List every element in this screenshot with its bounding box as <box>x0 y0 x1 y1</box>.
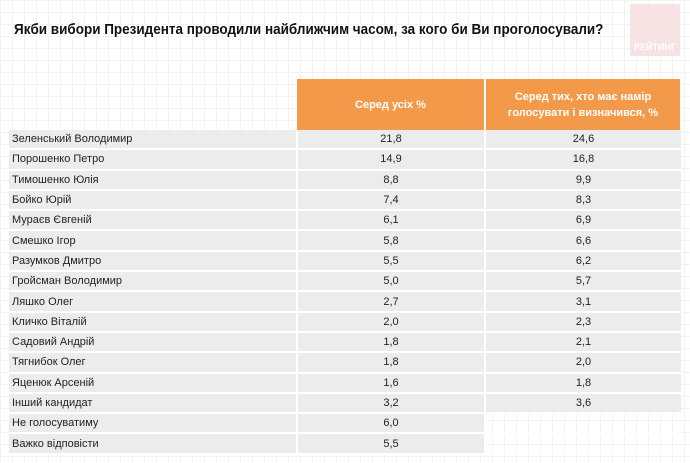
value-all: 1,8 <box>296 331 485 354</box>
value-decided: 5,7 <box>484 271 681 293</box>
value-decided: 9,9 <box>484 169 681 191</box>
value-decided: 24,6 <box>484 130 681 151</box>
value-all: 21,8 <box>296 130 485 151</box>
table-row: Інший кандидат 3,2 3,6 <box>9 392 681 415</box>
table-row: Порошенко Петро 14,9 16,8 <box>9 149 681 171</box>
value-decided: 3,6 <box>484 392 681 415</box>
table-row: Зеленський Володимир 21,8 24,6 <box>9 130 681 151</box>
table-row: Кличко Віталій 2,0 2,3 <box>9 311 681 333</box>
value-decided: 2,0 <box>484 352 681 374</box>
table-row: Гройсман Володимир 5,0 5,7 <box>9 271 681 293</box>
candidate-name: Важко відповісти <box>9 433 297 455</box>
candidate-name: Ляшко Олег <box>9 291 297 313</box>
candidate-name: Порошенко Петро <box>9 149 297 171</box>
candidate-name: Садовий Андрій <box>9 331 297 354</box>
logo-text: РЕЙТИНГ <box>633 42 677 52</box>
table-row: Садовий Андрій 1,8 2,1 <box>9 331 681 354</box>
value-decided: 6,2 <box>484 250 681 273</box>
poll-table: Серед усіх % Серед тих, хто має намір го… <box>9 79 682 455</box>
table-header: Серед усіх % Серед тих, хто має намір го… <box>9 79 682 130</box>
candidate-name: Бойко Юрій <box>9 189 297 212</box>
table-row: Смешко Ігор 5,8 6,6 <box>9 230 681 252</box>
table-row: Тягнибок Олег 1,8 2,0 <box>9 352 681 374</box>
value-all: 8,8 <box>296 169 485 191</box>
value-all: 1,6 <box>296 372 485 394</box>
value-all: 6,0 <box>296 413 485 435</box>
table-row: Не голосуватиму 6,0 <box>9 413 681 435</box>
value-all: 5,8 <box>296 230 485 252</box>
candidate-name: Гройсман Володимир <box>9 271 297 293</box>
value-all: 5,5 <box>296 433 485 455</box>
value-all: 5,0 <box>296 271 485 293</box>
header-blank <box>9 79 297 130</box>
candidate-name: Інший кандидат <box>9 392 297 415</box>
value-all: 7,4 <box>296 189 485 212</box>
candidate-name: Яценюк Арсеній <box>9 372 297 394</box>
page-title: Якби вибори Президента проводили найближ… <box>14 22 604 38</box>
value-decided-empty <box>484 413 681 435</box>
candidate-name: Тягнибок Олег <box>9 352 297 374</box>
value-decided-empty <box>484 433 681 455</box>
value-all: 5,5 <box>296 250 485 273</box>
table-row: Разумков Дмитро 5,5 6,2 <box>9 250 681 273</box>
table-row: Ляшко Олег 2,7 3,1 <box>9 291 681 313</box>
value-all: 2,7 <box>296 291 485 313</box>
value-all: 6,1 <box>296 210 485 232</box>
candidate-name: Тимошенко Юлія <box>9 169 297 191</box>
candidate-name: Мураєв Євгеній <box>9 210 297 232</box>
value-decided: 1,8 <box>484 372 681 394</box>
table-row: Бойко Юрій 7,4 8,3 <box>9 189 681 212</box>
value-all: 3,2 <box>296 392 485 415</box>
candidate-name: Разумков Дмитро <box>9 250 297 273</box>
value-decided: 8,3 <box>484 189 681 212</box>
value-decided: 16,8 <box>484 149 681 171</box>
header-all: Серед усіх % <box>297 79 486 130</box>
candidate-name: Кличко Віталій <box>9 311 297 333</box>
header-decided: Серед тих, хто має намір голосувати і ви… <box>485 79 682 130</box>
table-row: Яценюк Арсеній 1,6 1,8 <box>9 372 681 394</box>
value-decided: 3,1 <box>484 291 681 313</box>
value-decided: 2,3 <box>484 311 681 333</box>
candidate-name: Смешко Ігор <box>9 230 297 252</box>
table-row: Важко відповісти 5,5 <box>9 433 681 455</box>
value-all: 14,9 <box>296 149 485 171</box>
value-decided: 6,9 <box>484 210 681 232</box>
table-row: Мураєв Євгеній 6,1 6,9 <box>9 210 681 232</box>
candidate-name: Не голосуватиму <box>9 413 297 435</box>
value-all: 2,0 <box>296 311 485 333</box>
value-decided: 6,6 <box>484 230 681 252</box>
value-all: 1,8 <box>296 352 485 374</box>
value-decided: 2,1 <box>484 331 681 354</box>
candidate-name: Зеленський Володимир <box>9 130 297 151</box>
table-row: Тимошенко Юлія 8,8 9,9 <box>9 169 681 191</box>
rating-logo: РЕЙТИНГ <box>630 4 680 56</box>
